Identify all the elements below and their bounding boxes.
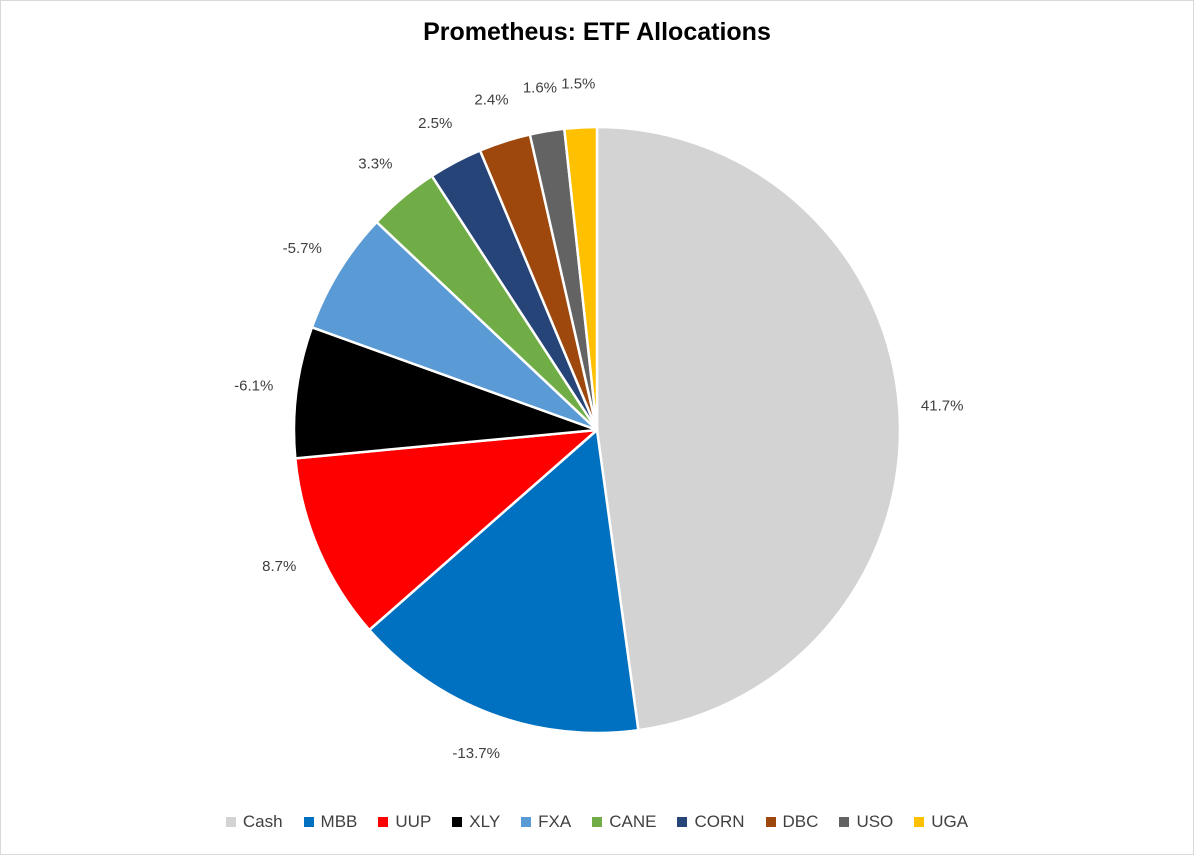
data-label-dbc: 2.4% (474, 91, 508, 108)
legend-item-corn: CORN (677, 812, 745, 832)
data-label-fxa: -5.7% (283, 240, 322, 257)
chart-title: Prometheus: ETF Allocations (423, 18, 771, 46)
data-label-cash: 41.7% (921, 397, 964, 414)
legend-label: USO (856, 812, 894, 831)
legend-label: MBB (320, 812, 358, 831)
data-label-xly: -6.1% (234, 377, 273, 394)
legend-item-cash: Cash (225, 812, 283, 832)
legend-label: CORN (694, 812, 745, 831)
pie-slice-xly (292, 326, 599, 460)
pie-slice-uga (563, 125, 599, 432)
legend-label: FXA (538, 812, 572, 831)
legend-label: XLY (469, 812, 501, 831)
legend-swatch (914, 817, 925, 827)
legend-swatch (378, 817, 389, 827)
data-label-mbb: -13.7% (452, 745, 500, 762)
legend-item-cane: CANE (592, 812, 656, 832)
legend-item-fxa: FXA (521, 812, 571, 832)
pie-slice-mbb (368, 428, 640, 735)
legend-swatch (521, 817, 532, 827)
legend-swatch (677, 817, 688, 827)
data-label-corn: 2.5% (418, 115, 452, 132)
pie-slice-uup (294, 428, 599, 632)
legend-label: CANE (609, 812, 657, 831)
legend-swatch (765, 817, 776, 827)
legend-label: UGA (931, 812, 969, 831)
data-label-cane: 3.3% (358, 155, 392, 172)
legend-item-uga: UGA (914, 812, 968, 832)
legend-item-uup: UUP (378, 812, 431, 832)
data-label-uup: 8.7% (262, 558, 296, 575)
legend-item-mbb: MBB (303, 812, 358, 832)
pie-slice-fxa (310, 220, 599, 432)
legend-swatch (592, 817, 603, 827)
pie-slice-cash (595, 125, 902, 732)
data-labels: 41.7% -13.7% 8.7% -6.1% -5.7% 3.3% 2.5% 2.4% 1.6… (234, 75, 963, 762)
legend-label: Cash (242, 812, 283, 831)
legend-item-dbc: DBC (765, 812, 819, 832)
chart-legend: Cash MBB UUP XLY FXA CANE CORN DBC USO UGA (0, 812, 1194, 832)
pie-slices (292, 125, 902, 735)
legend-swatch (452, 817, 463, 827)
data-label-uso: 1.6% (523, 80, 557, 97)
legend-swatch (839, 817, 850, 827)
legend-label: UUP (395, 812, 432, 831)
legend-item-uso: USO (839, 812, 893, 832)
legend-label: DBC (782, 812, 819, 831)
legend-item-xly: XLY (452, 812, 500, 832)
legend-swatch (225, 817, 236, 827)
legend-swatch (303, 817, 314, 827)
data-label-uga: 1.5% (561, 75, 595, 92)
